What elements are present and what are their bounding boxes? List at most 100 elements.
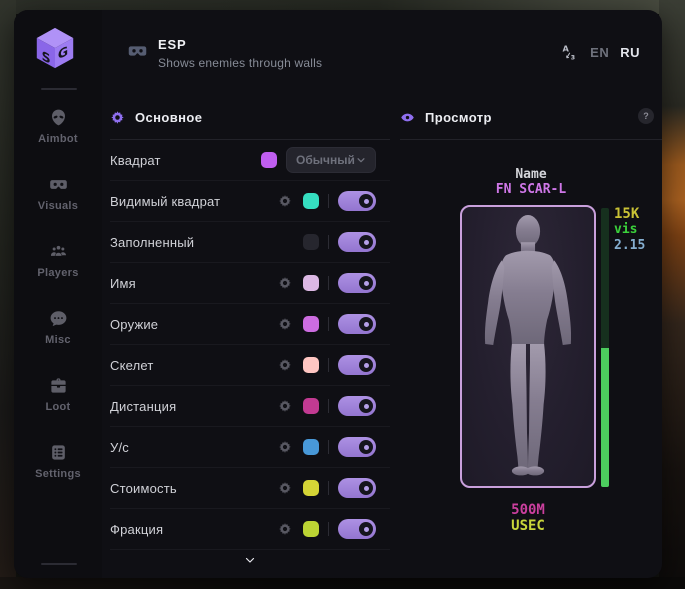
- sidebar-item-label: Misc: [45, 333, 71, 346]
- section-title-preview: Просмотр: [425, 109, 492, 125]
- list-icon: [49, 443, 68, 462]
- svg-text:з: з: [571, 53, 575, 62]
- esp-value-label: 15K: [614, 206, 640, 222]
- toggle-switch[interactable]: [338, 314, 376, 334]
- color-swatch[interactable]: [303, 193, 319, 209]
- sidebar-divider: [41, 563, 77, 565]
- divider: [328, 399, 329, 413]
- toggle-knob: [359, 481, 373, 495]
- help-button[interactable]: ?: [638, 108, 654, 124]
- divider: [328, 358, 329, 372]
- lang-en-button[interactable]: EN: [590, 44, 610, 60]
- color-swatch[interactable]: [303, 316, 319, 332]
- sidebar-divider: [41, 88, 77, 90]
- chat-dots-icon: [49, 309, 68, 328]
- divider: [328, 194, 329, 208]
- health-bar: [601, 208, 609, 487]
- setting-label: Скелет: [110, 357, 154, 373]
- toggle-switch[interactable]: [338, 437, 376, 457]
- player-model: [460, 205, 596, 488]
- color-swatch[interactable]: [303, 521, 319, 537]
- chevron-down-icon[interactable]: [242, 554, 258, 566]
- color-swatch[interactable]: [303, 357, 319, 373]
- setting-row: Имя: [110, 263, 390, 304]
- page-subtitle: Shows enemies through walls: [158, 56, 323, 70]
- sidebar-item[interactable]: Misc: [25, 299, 91, 355]
- toggle-switch[interactable]: [338, 273, 376, 293]
- color-swatch[interactable]: [303, 398, 319, 414]
- toolbox-icon: [49, 376, 68, 395]
- gear-icon[interactable]: [278, 440, 292, 454]
- color-swatch[interactable]: [261, 152, 277, 168]
- esp-weapon-label: FN SCAR-L: [495, 182, 567, 197]
- divider: [328, 276, 329, 290]
- svg-text:G: G: [58, 44, 68, 63]
- setting-row: Заполненный: [110, 222, 390, 263]
- toggle-knob: [359, 440, 373, 454]
- toggle-switch[interactable]: [338, 232, 376, 252]
- divider: [328, 522, 329, 536]
- toggle-knob: [359, 358, 373, 372]
- square-type-dropdown[interactable]: Обычный: [286, 147, 376, 173]
- lang-ru-button[interactable]: RU: [620, 44, 640, 60]
- gear-icon[interactable]: [278, 194, 292, 208]
- chevron-down-icon: [356, 155, 366, 165]
- cheat-menu-window: S G Aimbot Visuals Pl: [14, 10, 662, 578]
- sg-cube-logo-icon: S G: [32, 25, 78, 71]
- toggle-switch[interactable]: [338, 191, 376, 211]
- vr-goggles-icon: [124, 41, 151, 61]
- gear-icon[interactable]: [278, 358, 292, 372]
- toggle-switch[interactable]: [338, 478, 376, 498]
- sidebar-item[interactable]: Visuals: [25, 165, 91, 221]
- setting-row: У/с: [110, 427, 390, 468]
- sidebar-item-label: Loot: [45, 400, 71, 413]
- background-bottom: [0, 577, 685, 589]
- sidebar-item[interactable]: Players: [25, 232, 91, 288]
- sidebar-item-label: Players: [37, 266, 79, 279]
- setting-row: Стоимость: [110, 468, 390, 509]
- background-left: [0, 0, 16, 589]
- setting-label: У/с: [110, 439, 129, 455]
- dropdown-value: Обычный: [296, 153, 355, 167]
- setting-label: Дистанция: [110, 398, 177, 414]
- gear-icon[interactable]: [278, 522, 292, 536]
- background-right: [659, 0, 685, 589]
- sidebar-item[interactable]: Settings: [25, 433, 91, 489]
- setting-label: Стоимость: [110, 480, 177, 496]
- setting-row: Скелет: [110, 345, 390, 386]
- toggle-switch[interactable]: [338, 355, 376, 375]
- sidebar-item-label: Visuals: [37, 199, 79, 212]
- divider: [110, 139, 390, 140]
- divider: [328, 235, 329, 249]
- toggle-knob: [359, 399, 373, 413]
- toggle-switch[interactable]: [338, 519, 376, 539]
- players-icon: [49, 242, 68, 261]
- health-bar-fill: [601, 347, 609, 487]
- gear-icon[interactable]: [278, 276, 292, 290]
- color-swatch[interactable]: [303, 234, 319, 250]
- esp-name-label: Name: [515, 167, 547, 182]
- gear-icon[interactable]: [278, 317, 292, 331]
- toggle-switch[interactable]: [338, 396, 376, 416]
- color-swatch[interactable]: [303, 480, 319, 496]
- setting-label: Фракция: [110, 521, 164, 537]
- sidebar-item[interactable]: Loot: [25, 366, 91, 422]
- preview-panel: Просмотр ? Name FN SCAR-L: [400, 106, 662, 534]
- toggle-knob: [359, 235, 373, 249]
- sidebar-nav: Aimbot Visuals Players Misc: [14, 98, 102, 489]
- color-swatch[interactable]: [303, 439, 319, 455]
- toggle-knob: [359, 317, 373, 331]
- sidebar: S G Aimbot Visuals Pl: [14, 10, 102, 578]
- color-swatch[interactable]: [303, 275, 319, 291]
- gear-icon[interactable]: [278, 399, 292, 413]
- sidebar-item[interactable]: Aimbot: [25, 98, 91, 154]
- svg-text:S: S: [42, 49, 51, 68]
- toggle-knob: [359, 522, 373, 536]
- setting-row: Квадрат Обычный: [110, 140, 390, 181]
- vr-goggles-icon: [49, 175, 68, 194]
- divider: [328, 440, 329, 454]
- setting-label: Видимый квадрат: [110, 193, 221, 209]
- eye-icon: [400, 110, 415, 125]
- setting-row: Дистанция: [110, 386, 390, 427]
- gear-icon[interactable]: [278, 481, 292, 495]
